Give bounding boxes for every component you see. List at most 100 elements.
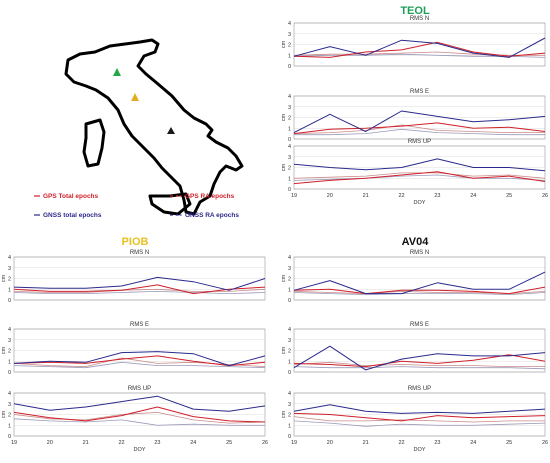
y-tick-label: 3 [288, 402, 291, 408]
panel-title: RMS N [410, 16, 429, 22]
series-line-gps-total-epochs [293, 286, 546, 295]
y-tick-label: 0 [288, 434, 291, 440]
y-tick-label: 1 [8, 423, 11, 429]
panel-title: RMS UP [408, 139, 431, 145]
series-line-gnss-ra-epochs [293, 292, 546, 296]
legend-label: GNSS RA epochs [185, 212, 239, 219]
legend-item: GNSS RA epochs [170, 212, 239, 219]
series-line-gps-total-epochs [293, 171, 546, 185]
y-tick-label: 3 [288, 32, 291, 38]
y-tick-label: 2 [8, 349, 11, 355]
series-line-gnss-total-epochs [293, 158, 546, 172]
x-tick-label: 24 [190, 440, 196, 446]
y-tick-label: 3 [288, 338, 291, 344]
panel-piob-rms-n: RMS N 0 1 2 3 4 cm [1, 250, 266, 304]
series-line-gnss-ra-epochs [13, 290, 266, 295]
y-tick-label: 2 [288, 349, 291, 355]
series-line-gps-total-epochs [13, 284, 266, 295]
legend-label: GPS Total epochs [43, 193, 99, 200]
y-tick-label: 2 [8, 277, 11, 283]
series-line-gnss-ra-epochs [13, 418, 265, 426]
y-tick-label: 2 [288, 43, 291, 49]
x-tick-label: 24 [470, 440, 476, 446]
x-tick-label: 19 [291, 440, 297, 446]
panel-title: RMS N [410, 250, 429, 256]
x-tick-label: 23 [154, 440, 160, 446]
series-line-gnss-ra-epochs [293, 420, 546, 427]
x-axis-label: DOY [414, 200, 426, 206]
series-line-gnss-ra-epochs [293, 174, 546, 181]
y-tick-label: 0 [288, 298, 291, 304]
station-title-piob: PIOB [122, 236, 149, 248]
series-line-gnss-ra-epochs [13, 361, 266, 369]
plot-frame [293, 392, 546, 437]
plot-frame [293, 328, 546, 373]
panel-title: RMS E [130, 322, 149, 328]
x-tick-label: 21 [363, 193, 369, 199]
legend-item: GNSS total epochs [34, 212, 102, 219]
plot-frame [13, 328, 266, 373]
x-tick-label: 25 [506, 193, 512, 199]
y-tick-label: 1 [288, 126, 291, 132]
y-tick-label: 2 [288, 413, 291, 419]
x-axis-label: DOY [414, 447, 426, 453]
panel-av04-rms-n: RMS N 0 1 2 3 4 cm [281, 250, 546, 304]
y-axis-label: cm [1, 410, 7, 418]
series-line-gps-total-epochs [13, 406, 266, 423]
y-tick-label: 0 [8, 298, 11, 304]
y-tick-label: 1 [8, 359, 11, 365]
x-tick-label: 26 [262, 440, 268, 446]
x-tick-label: 22 [399, 440, 405, 446]
y-axis-label: cm [1, 346, 7, 354]
x-tick-label: 25 [226, 440, 232, 446]
series-line-gnss-total-epochs [13, 395, 266, 412]
plot-frame [293, 22, 546, 67]
marker-teol [113, 68, 121, 76]
y-tick-label: 4 [8, 391, 11, 397]
y-tick-label: 3 [8, 338, 11, 344]
series-line-gps-total-epochs [293, 122, 546, 135]
y-axis-label: cm [1, 274, 7, 282]
panel-piob-rms-e: RMS E 0 1 2 3 4 cm [1, 322, 266, 376]
x-tick-label: 26 [542, 440, 548, 446]
y-axis-label: cm [281, 113, 287, 121]
series-line-gps-total-epochs [293, 41, 546, 58]
y-tick-label: 4 [288, 391, 291, 397]
y-axis-label: cm [281, 274, 287, 282]
y-tick-label: 1 [288, 176, 291, 182]
x-tick-label: 21 [363, 440, 369, 446]
marker-piob [131, 93, 139, 101]
y-axis-label: cm [281, 410, 287, 418]
x-axis-label: DOY [134, 447, 146, 453]
legend-label: GPS RA epochs [185, 193, 235, 200]
series-line-gnss-ra-epochs [294, 128, 545, 136]
series-line-gnss-total-epochs [13, 351, 266, 367]
y-tick-label: 4 [288, 255, 291, 261]
y-tick-label: 1 [8, 287, 11, 293]
x-tick-label: 23 [434, 440, 440, 446]
y-tick-label: 3 [288, 155, 291, 161]
series-line-gnss-total-epochs [293, 37, 546, 58]
station-title-teol: TEOL [400, 5, 430, 17]
x-tick-label: 21 [83, 440, 89, 446]
series-line-gnss-total-epochs [293, 271, 546, 295]
station-title-av04: AV04 [402, 236, 430, 248]
legend-item: GPS Total epochs [34, 193, 99, 200]
series-line-gps-ra-epochs [13, 411, 266, 424]
series-line-gps-ra-epochs [293, 361, 545, 368]
y-tick-label: 2 [8, 413, 11, 419]
panel-title: RMS UP [408, 386, 431, 392]
y-tick-label: 1 [288, 359, 291, 365]
italy-map [64, 38, 244, 216]
panel-teol-rms-n: RMS N 0 1 2 3 4 cm [281, 16, 546, 70]
legend-label: GNSS total epochs [43, 212, 102, 219]
y-tick-label: 3 [8, 402, 11, 408]
y-tick-label: 2 [288, 166, 291, 172]
panel-title: RMS E [410, 89, 429, 95]
series-line-gps-total-epochs [13, 355, 266, 367]
